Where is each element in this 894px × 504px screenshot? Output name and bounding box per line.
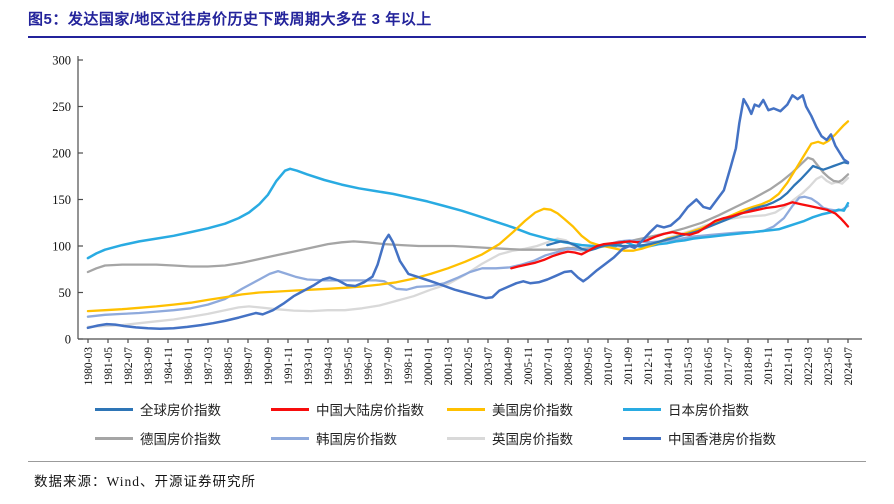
x-tick-label: 1989-07 — [243, 347, 255, 386]
x-tick-label: 1986-01 — [183, 347, 195, 386]
legend-item-hongkong: 中国香港房价指数 — [623, 428, 799, 448]
legend-line-swatch-china — [271, 407, 309, 411]
x-tick-label: 1996-07 — [363, 347, 375, 386]
legend-label-korea: 韩国房价指数 — [316, 432, 397, 447]
legend-item-uk: 英国房价指数 — [447, 428, 623, 448]
x-tick-label: 1991-11 — [283, 347, 295, 385]
legend-item-global: 全球房价指数 — [95, 399, 271, 419]
x-tick-label: 2009-05 — [583, 347, 595, 386]
x-tick-label: 2023-05 — [823, 347, 835, 386]
title-divider — [28, 36, 866, 38]
x-tick-label: 2019-11 — [763, 347, 775, 385]
legend-label-germany: 德国房价指数 — [140, 432, 221, 447]
x-tick-label: 2012-11 — [643, 347, 655, 385]
x-tick-label: 1995-05 — [343, 347, 355, 386]
legend-line-swatch-korea — [271, 436, 309, 440]
legend-item-korea: 韩国房价指数 — [271, 428, 447, 448]
x-tick-label: 2017-07 — [723, 347, 735, 386]
series-line-japan — [86, 167, 850, 260]
x-tick-label: 2004-09 — [503, 347, 515, 386]
data-source-note: 数据来源：Wind、开源证券研究所 — [34, 474, 256, 489]
x-tick-label: 2001-03 — [443, 347, 455, 386]
y-tick-label: 100 — [52, 240, 71, 254]
x-tick-label: 1994-03 — [323, 347, 335, 386]
x-tick-label: 1990-09 — [263, 347, 275, 386]
x-tick-label: 2015-03 — [683, 347, 695, 386]
series-line-china — [510, 201, 850, 270]
legend-label-us: 美国房价指数 — [492, 403, 573, 418]
x-tick-label: 1988-05 — [223, 347, 235, 386]
source-divider — [28, 461, 866, 462]
x-tick-label: 2008-03 — [563, 347, 575, 386]
x-tick-label: 2010-07 — [603, 347, 615, 386]
series-line-us — [86, 120, 850, 313]
legend-line-swatch-us — [447, 407, 485, 411]
x-tick-label: 1980-03 — [83, 347, 95, 386]
x-tick-label: 2003-07 — [483, 347, 495, 386]
x-tick-label: 2007-01 — [543, 347, 555, 386]
figure-title: 图5：发达国家/地区过往房价历史下跌周期大多在 3 年以上 — [28, 11, 432, 28]
chart-legend: 全球房价指数 中国大陆房价指数 美国房价指数 日本房价指数德国房价指数 韩国房价指数 英国… — [0, 399, 894, 448]
x-tick-label: 2000-01 — [423, 347, 435, 386]
legend-label-japan: 日本房价指数 — [668, 403, 749, 418]
legend-label-uk: 英国房价指数 — [492, 432, 573, 447]
x-tick-label: 1993-01 — [303, 347, 315, 386]
series-line-uk — [86, 175, 850, 329]
y-tick-label: 250 — [52, 100, 71, 114]
x-tick-label: 1984-11 — [163, 347, 175, 385]
legend-label-hongkong: 中国香港房价指数 — [668, 432, 776, 447]
series-line-germany — [86, 156, 850, 274]
legend-label-global: 全球房价指数 — [140, 403, 221, 418]
x-tick-label: 1987-03 — [203, 347, 215, 386]
legend-item-us: 美国房价指数 — [447, 399, 623, 419]
x-tick-label: 2016-05 — [703, 347, 715, 386]
y-tick-label: 300 — [52, 54, 71, 68]
x-tick-label: 2005-11 — [523, 347, 535, 385]
x-tick-label: 2021-01 — [783, 347, 795, 386]
legend-label-china: 中国大陆房价指数 — [316, 403, 424, 418]
legend-item-germany: 德国房价指数 — [95, 428, 271, 448]
x-tick-label: 1982-07 — [123, 347, 135, 386]
x-tick-label: 2022-03 — [803, 347, 815, 386]
legend-line-swatch-global — [95, 407, 133, 411]
x-tick-label: 1998-11 — [403, 347, 415, 385]
legend-line-swatch-uk — [447, 436, 485, 440]
y-tick-label: 0 — [65, 333, 71, 347]
x-tick-label: 1983-09 — [143, 347, 155, 386]
x-tick-label: 1997-09 — [383, 347, 395, 386]
y-tick-label: 50 — [59, 286, 72, 300]
x-tick-label: 1981-05 — [103, 347, 115, 386]
x-tick-label: 2002-05 — [463, 347, 475, 386]
series-line-hongkong — [86, 94, 850, 331]
price-index-line-chart: 0 50 100 150 200 250 300 1980-03 1981-05 1982-07 1… — [52, 54, 862, 386]
legend-line-swatch-japan — [623, 407, 661, 411]
legend-line-swatch-hongkong — [623, 436, 661, 440]
figure-header: 图5：发达国家/地区过往房价历史下跌周期大多在 3 年以上 — [0, 0, 894, 38]
x-tick-label: 2018-09 — [743, 347, 755, 386]
legend-line-swatch-germany — [95, 436, 133, 440]
x-tick-label: 2014-01 — [663, 347, 675, 386]
y-tick-label: 200 — [52, 147, 71, 161]
legend-item-japan: 日本房价指数 — [623, 399, 799, 419]
legend-item-china: 中国大陆房价指数 — [271, 399, 447, 419]
series-line-korea — [86, 195, 850, 318]
x-tick-label: 2024-07 — [843, 347, 855, 386]
y-tick-label: 150 — [52, 193, 71, 207]
x-tick-label: 2011-09 — [623, 347, 635, 385]
